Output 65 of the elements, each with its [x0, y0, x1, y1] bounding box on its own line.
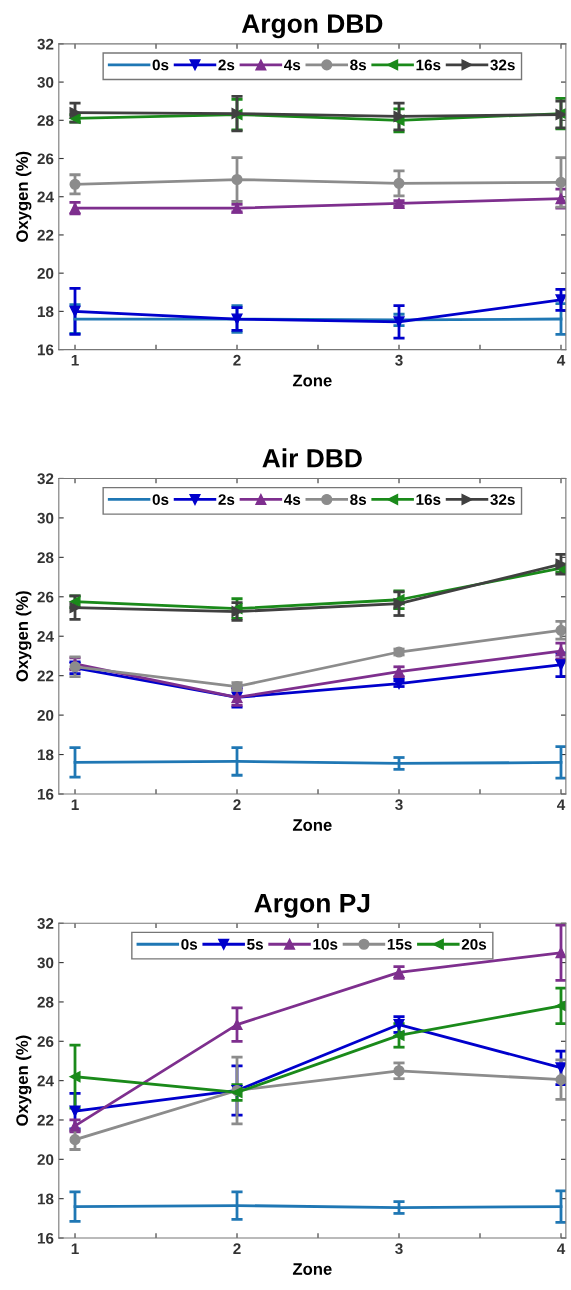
y-tick-label: 26 [37, 591, 54, 603]
y-tick-label: 16 [37, 788, 54, 800]
x-tick-label: 3 [395, 354, 403, 366]
legend-label: 8s [350, 59, 367, 71]
chart-title: Argon DBD [241, 14, 383, 39]
y-axis-title: Oxygen (%) [15, 151, 32, 242]
legend-label: 8s [350, 494, 367, 505]
legend-label: 2s [218, 494, 235, 505]
y-tick-label: 24 [37, 631, 54, 642]
y-tick-label: 22 [37, 229, 54, 241]
legend-label: 32s [490, 59, 515, 71]
legend-label: 32s [490, 494, 515, 505]
y-tick-label: 32 [37, 38, 54, 50]
chart-title: Air DBD [262, 448, 362, 468]
x-tick-label: 2 [233, 354, 241, 366]
y-tick-label: 28 [37, 552, 54, 564]
legend-label: 20s [461, 938, 487, 950]
x-axis-title: Zone [292, 374, 332, 387]
legend-label: 5s [247, 939, 263, 950]
y-tick-label: 24 [37, 1075, 54, 1087]
legend-label: 0s [181, 938, 198, 950]
legend-label: 0s [152, 59, 169, 71]
legend-label: 15s [387, 939, 412, 950]
y-tick-label: 32 [37, 473, 54, 485]
y-tick-label: 20 [37, 1154, 54, 1166]
x-tick-label: 4 [556, 355, 566, 366]
y-tick-label: 26 [37, 1036, 54, 1047]
y-tick-label: 30 [37, 76, 54, 88]
x-tick-label: 1 [71, 799, 79, 810]
x-tick-label: 1 [71, 355, 79, 366]
y-tick-label: 22 [37, 670, 54, 682]
x-tick-label: 4 [556, 1243, 566, 1254]
y-tick-label: 18 [37, 1193, 54, 1205]
x-tick-label: 2 [233, 799, 241, 810]
x-tick-label: 1 [71, 1243, 79, 1254]
y-tick-label: 16 [37, 1232, 54, 1244]
y-tick-label: 30 [37, 957, 54, 969]
y-tick-label: 18 [37, 306, 54, 318]
legend-label: 4s [284, 494, 301, 505]
x-tick-label: 2 [233, 1243, 241, 1254]
y-tick-label: 20 [37, 709, 54, 721]
y-tick-label: 28 [37, 996, 54, 1008]
y-tick-label: 16 [37, 344, 54, 356]
y-tick-label: 26 [37, 153, 54, 165]
legend-label: 0s [152, 494, 169, 505]
chart-title: Argon PJ [254, 893, 370, 918]
y-tick-label: 22 [37, 1114, 54, 1126]
x-tick-label: 3 [395, 1243, 403, 1255]
y-tick-label: 28 [37, 115, 54, 126]
y-tick-label: 30 [37, 512, 54, 524]
legend-label: 16s [416, 494, 441, 505]
x-tick-label: 3 [395, 799, 403, 811]
y-tick-label: 24 [37, 191, 54, 203]
y-axis-title: Oxygen (%) [15, 1035, 32, 1126]
y-tick-label: 20 [37, 268, 54, 279]
legend-label: 10s [313, 938, 338, 950]
x-axis-title: Zone [292, 1263, 332, 1275]
x-tick-label: 4 [556, 799, 566, 810]
y-axis-title: Oxygen (%) [15, 591, 32, 682]
y-tick-label: 32 [37, 918, 54, 929]
x-axis-title: Zone [292, 819, 332, 831]
legend-label: 16s [416, 59, 441, 71]
legend-label: 4s [284, 59, 301, 71]
y-tick-label: 18 [37, 749, 54, 761]
legend-label: 2s [218, 59, 235, 71]
